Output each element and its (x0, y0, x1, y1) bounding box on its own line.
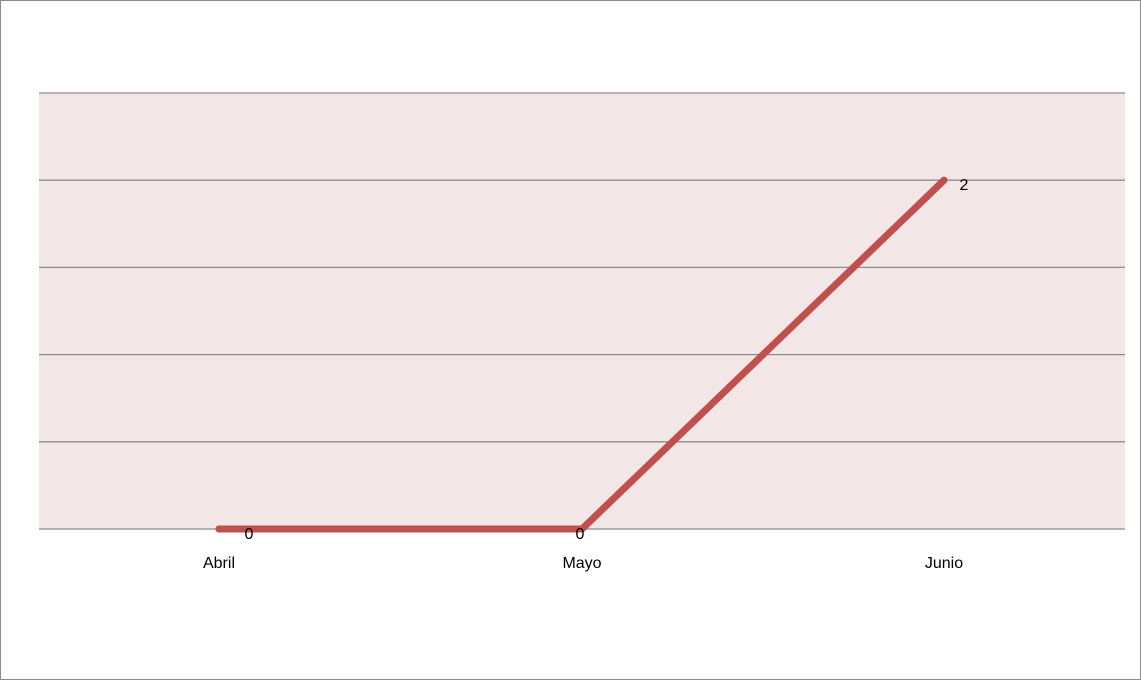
plot-area (39, 93, 1125, 529)
data-label-junio: 2 (960, 177, 969, 194)
data-point-junio (940, 176, 948, 184)
x-tick-label-abril: Abril (203, 555, 235, 572)
data-point-abril (215, 525, 223, 533)
data-point-mayo (578, 525, 586, 533)
x-tick-label-mayo: Mayo (562, 555, 601, 572)
data-label-abril: 0 (245, 526, 254, 543)
x-tick-label-junio: Junio (925, 555, 963, 572)
data-label-mayo: 0 (576, 526, 585, 543)
